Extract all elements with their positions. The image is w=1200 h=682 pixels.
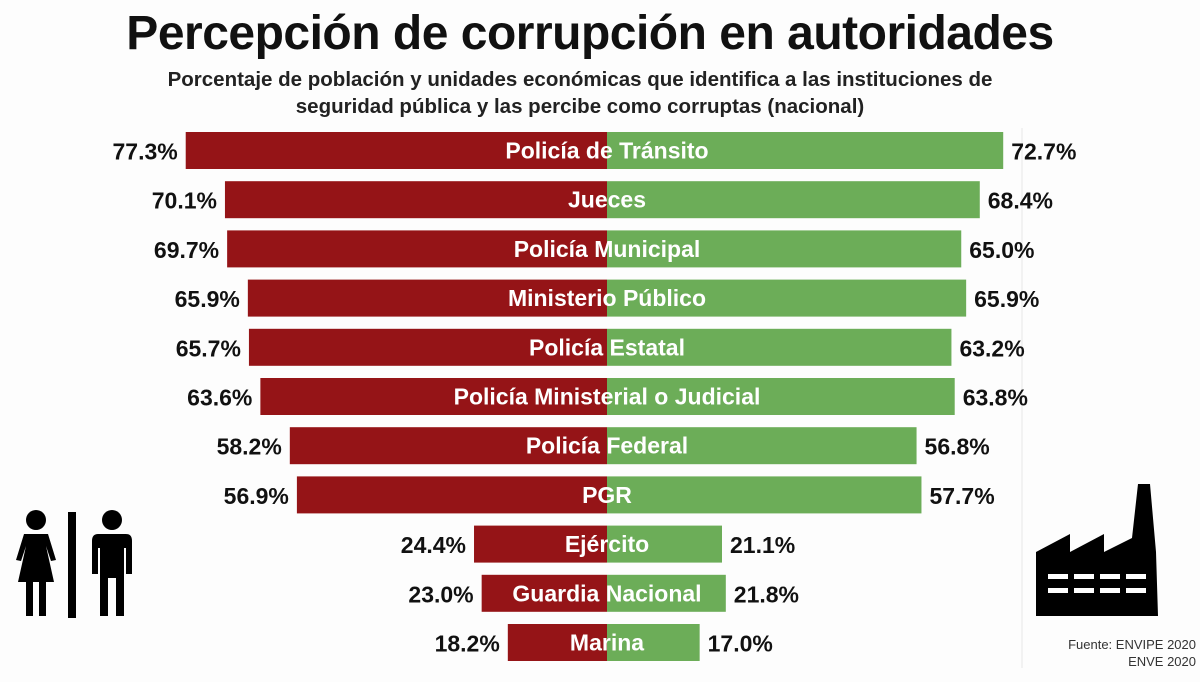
source-note: Fuente: ENVIPE 2020 ENVE 2020 [1000,636,1196,670]
value-label-left: 24.4% [401,532,466,558]
bar-right [607,181,980,219]
bar-left [507,624,607,661]
value-label-right: 65.9% [974,286,1039,312]
bar-left [248,328,607,366]
subtitle-line-2: seguridad pública y las percibe como cor… [295,95,865,118]
value-label-left: 23.0% [408,581,473,607]
factory-icon [1036,484,1158,616]
value-label-right: 21.1% [730,532,795,558]
chart-title: Percepción de corrupción en autoridades [126,7,1054,60]
value-label-left: 65.9% [175,286,240,312]
bar-right [607,132,1004,169]
category-label: Ejército [565,531,649,557]
bar-right [607,230,962,268]
bar-right [607,328,952,366]
category-label: Policía Estatal [529,334,685,360]
category-label: Policía Federal [526,433,688,459]
value-label-right: 17.0% [708,631,773,657]
category-label: Policía de Tránsito [505,138,708,164]
bar-right [607,427,917,465]
category-label: Jueces [568,187,646,213]
bar-right [607,624,700,661]
category-label: Policía Municipal [514,236,701,262]
chart-subtitle: Porcentaje de población y unidades econó… [60,66,1100,120]
value-label-right: 68.4% [988,188,1053,214]
bar-right [607,525,722,563]
bar-left [224,181,607,219]
value-label-left: 65.7% [176,335,241,361]
category-label: PGR [582,482,632,508]
value-label-left: 69.7% [154,237,219,263]
subtitle-line-1: Porcentaje de población y unidades econó… [167,68,993,91]
value-label-right: 63.8% [963,385,1028,411]
value-label-right: 56.8% [925,434,990,460]
bar-left [247,279,607,317]
value-label-right: 63.2% [959,335,1024,361]
bar-right [607,574,726,612]
people-icon [16,510,132,618]
bar-left [296,476,607,514]
value-label-left: 56.9% [224,483,289,509]
source-line-1: Fuente: ENVIPE 2020 [1068,637,1196,652]
value-label-left: 58.2% [217,434,282,460]
value-label-right: 21.8% [734,581,799,607]
bar-left [260,378,607,415]
bar-right [607,476,922,514]
value-label-left: 18.2% [435,631,500,657]
bar-left [481,574,607,612]
bar-left [227,230,607,268]
value-label-right: 72.7% [1011,139,1076,165]
source-line-2: ENVE 2020 [1128,654,1196,669]
category-label: Policía Ministerial o Judicial [454,384,761,410]
value-label-left: 77.3% [112,139,177,165]
bar-left [185,132,607,169]
value-label-left: 63.6% [187,385,252,411]
value-label-right: 65.0% [969,237,1034,263]
category-label: Ministerio Público [508,285,706,311]
bar-left [289,427,607,465]
category-label: Guardia Nacional [512,580,701,606]
value-label-right: 57.7% [929,483,994,509]
category-label: Marina [570,630,644,656]
bar-left [474,525,607,563]
bar-right [607,279,967,317]
bar-right [607,378,955,415]
value-label-left: 70.1% [152,188,217,214]
